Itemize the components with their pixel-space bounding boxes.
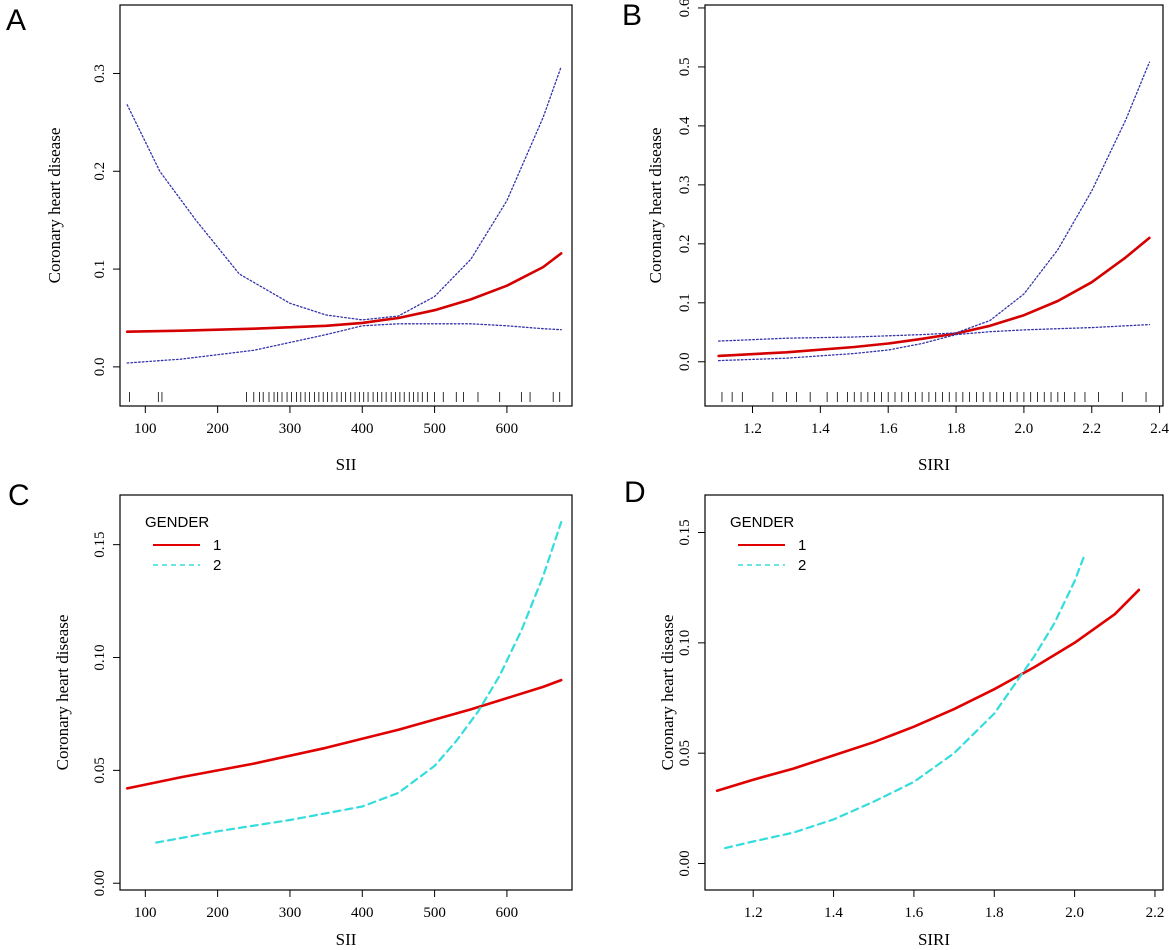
panel-c-y-tick-label: 0.00 xyxy=(92,870,108,896)
panel-d-legend-label-1: 1 xyxy=(798,537,806,554)
panel-a-x-axis-title: SII xyxy=(336,455,357,474)
panel-a-y-tick-label: 0.3 xyxy=(92,64,108,83)
panel-b-x-tick-label: 2.0 xyxy=(1015,421,1034,437)
panel-b-x-tick-label: 1.2 xyxy=(743,421,762,437)
panel-b: B 1.2 1.4 1.6 1.8 2.0 2.2 2.4 0.0 0.1 0.2 0.3 0.4 0.5… xyxy=(622,0,1169,474)
panel-a-series-lower-ci-line xyxy=(126,323,562,364)
panel-b-plot-frame xyxy=(704,4,1164,407)
panel-c-y-tick-label: 0.10 xyxy=(92,644,108,670)
panel-a-x-tick-label: 500 xyxy=(423,421,446,437)
panel-c-legend-title: GENDER xyxy=(145,514,209,531)
panel-c-y-tick-label: 0.15 xyxy=(92,532,108,558)
panel-d-y-tick-label: 0.10 xyxy=(677,630,693,656)
panel-b-y-tick-label: 0.1 xyxy=(677,293,693,312)
panel-a-y-tick-label: 0.1 xyxy=(92,260,108,279)
panel-c-series-1-line xyxy=(125,678,563,790)
panel-d-x-tick-label: 1.6 xyxy=(905,905,924,921)
panel-a-series-estimate-line xyxy=(125,252,563,334)
panel-d-x-tick-label: 1.4 xyxy=(824,905,843,921)
panel-c-label: C xyxy=(8,479,30,512)
panel-a-x-tick-label: 300 xyxy=(279,421,302,437)
panel-d-label: D xyxy=(624,476,646,509)
panel-b-x-tick-label: 1.6 xyxy=(879,421,898,437)
panel-c-series-2-line xyxy=(155,520,563,844)
panel-d-x-tick-label: 2.2 xyxy=(1146,905,1165,921)
panel-b-rug xyxy=(721,392,1147,402)
panel-c-x-tick-label: 600 xyxy=(496,905,519,921)
panel-b-y-tick-label: 0.5 xyxy=(677,58,693,77)
panel-a-plot-frame xyxy=(119,4,573,407)
panel-d-x-tick-label: 1.2 xyxy=(744,905,763,921)
panel-d-x-tick-label: 1.8 xyxy=(985,905,1004,921)
panel-a-rug xyxy=(129,392,561,402)
panel-c-legend-label-2: 2 xyxy=(213,557,221,574)
panel-d-legend-title: GENDER xyxy=(730,514,794,531)
panel-d: D 1.2 1.4 1.6 1.8 2.0 2.2 0.00 0.05 0.10 0.15 SIRI C… xyxy=(624,476,1164,949)
panel-c-x-axis-title: SII xyxy=(336,930,357,949)
panel-c-x-tick-label: 400 xyxy=(351,905,374,921)
panel-c-legend-label-1: 1 xyxy=(213,537,221,554)
panel-d-series-1-line xyxy=(715,588,1141,793)
panel-a-x-tick-label: 400 xyxy=(351,421,374,437)
panel-c-plot-frame xyxy=(119,494,573,891)
panel-b-y-tick-label: 0.0 xyxy=(677,352,693,371)
panel-a-x-tick-label: 100 xyxy=(134,421,157,437)
panel-b-y-tick-label: 0.2 xyxy=(677,234,693,253)
panel-a-label: A xyxy=(6,4,26,37)
panel-c-x-tick-label: 100 xyxy=(134,905,157,921)
panel-d-y-axis-title: Coronary heart disease xyxy=(658,615,677,771)
panel-b-y-axis-title: Coronary heart disease xyxy=(646,128,665,284)
panel-d-y-tick-label: 0.05 xyxy=(677,740,693,766)
panel-d-y-tick-label: 0.00 xyxy=(677,850,693,876)
panel-b-x-axis-title: SIRI xyxy=(918,455,950,474)
panel-c-x-tick-label: 300 xyxy=(279,905,302,921)
panel-a-x-tick-label: 200 xyxy=(206,421,229,437)
panel-a-y-axis-title: Coronary heart disease xyxy=(45,128,64,284)
panel-d-plot-frame xyxy=(704,494,1164,891)
panel-a: A 100 200 300 400 500 600 0.0 0.1 0.2 0.3 SII Corona… xyxy=(6,4,573,474)
panel-c-x-tick-label: 500 xyxy=(423,905,446,921)
panel-c-y-axis-title: Coronary heart disease xyxy=(53,615,72,771)
panel-a-y-tick-label: 0.0 xyxy=(92,358,108,377)
panel-b-x-tick-label: 1.4 xyxy=(811,421,830,437)
panel-c: C 100 200 300 400 500 600 0.00 0.05 0.10 0.15 SII Co… xyxy=(8,479,573,949)
panel-b-x-tick-label: 1.8 xyxy=(947,421,966,437)
panel-d-y-tick-label: 0.15 xyxy=(677,519,693,545)
panel-a-series-upper-ci-line xyxy=(126,65,562,321)
panel-a-x-tick-label: 600 xyxy=(496,421,519,437)
panel-d-x-tick-label: 2.0 xyxy=(1065,905,1084,921)
panel-b-y-tick-label: 0.6 xyxy=(677,0,693,17)
panel-b-x-tick-label: 2.2 xyxy=(1082,421,1101,437)
panel-b-label: B xyxy=(622,0,642,32)
panel-d-x-axis-title: SIRI xyxy=(918,930,950,949)
panel-d-series-2-line xyxy=(723,553,1086,850)
panel-c-y-tick-label: 0.05 xyxy=(92,757,108,783)
panel-b-x-tick-label: 2.4 xyxy=(1150,421,1169,437)
panel-b-y-tick-label: 0.4 xyxy=(677,116,693,135)
panel-c-x-tick-label: 200 xyxy=(206,905,229,921)
panel-b-y-tick-label: 0.3 xyxy=(677,175,693,194)
panel-b-series-lower-ci-line xyxy=(717,323,1151,362)
panel-b-series-upper-ci-line xyxy=(717,61,1151,342)
panel-a-y-tick-label: 0.2 xyxy=(92,162,108,181)
panel-d-legend-label-2: 2 xyxy=(798,557,806,574)
panel-b-series-estimate-line xyxy=(717,236,1151,358)
